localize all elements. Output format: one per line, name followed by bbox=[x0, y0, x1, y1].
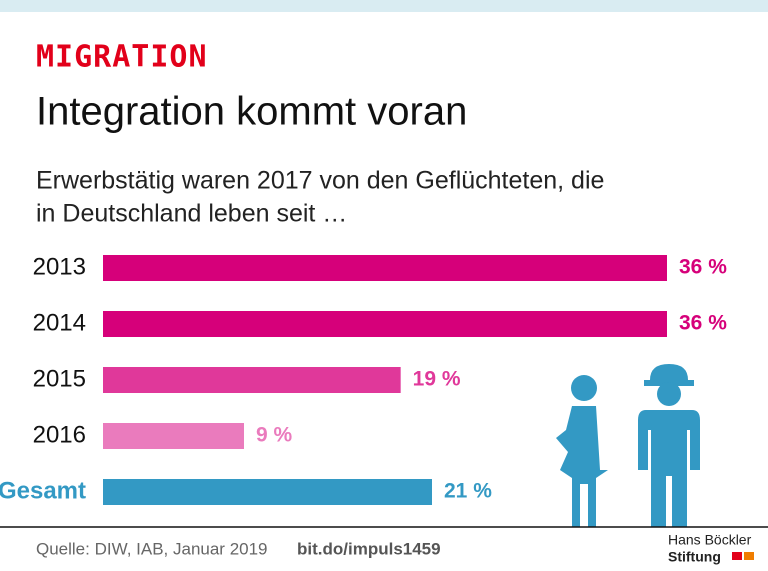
category-label: 2014 bbox=[33, 309, 86, 336]
value-label: 19 % bbox=[413, 368, 461, 391]
value-label: 9 % bbox=[256, 424, 293, 447]
logo-square bbox=[744, 552, 754, 560]
value-label: 21 % bbox=[444, 480, 492, 503]
bar bbox=[103, 479, 432, 505]
top-strip bbox=[0, 0, 768, 12]
bar bbox=[103, 423, 244, 449]
woman-head bbox=[571, 375, 597, 401]
category-label: 2016 bbox=[33, 421, 86, 448]
subtitle-line: Erwerbstätig waren 2017 von den Geflücht… bbox=[36, 167, 604, 195]
woman-body bbox=[556, 406, 608, 527]
man-helmet bbox=[644, 364, 694, 386]
source: Quelle: DIW, IAB, Januar 2019 bbox=[36, 539, 268, 558]
logo-text: Stiftung bbox=[668, 549, 721, 565]
logo-text: Hans Böckler bbox=[668, 532, 752, 548]
man-body bbox=[638, 410, 700, 527]
link: bit.do/impuls1459 bbox=[297, 539, 441, 558]
bar bbox=[103, 367, 401, 393]
bars: 2013 36 % 2014 36 % 2015 19 % 2016 9 % Gesamt 21 … bbox=[0, 253, 727, 505]
man-head bbox=[657, 382, 681, 406]
bar bbox=[103, 255, 667, 281]
people-icons bbox=[556, 364, 700, 527]
chart-title: Integration kommt voran bbox=[36, 90, 467, 134]
category-label: Gesamt bbox=[0, 477, 86, 504]
logo-square bbox=[732, 552, 742, 560]
kicker: MIGRATION bbox=[36, 40, 208, 75]
subtitle-line: in Deutschland leben seit … bbox=[36, 200, 347, 228]
bar bbox=[103, 311, 667, 337]
value-label: 36 % bbox=[679, 312, 727, 335]
category-label: 2013 bbox=[33, 253, 86, 280]
category-label: 2015 bbox=[33, 365, 86, 392]
value-label: 36 % bbox=[679, 256, 727, 279]
